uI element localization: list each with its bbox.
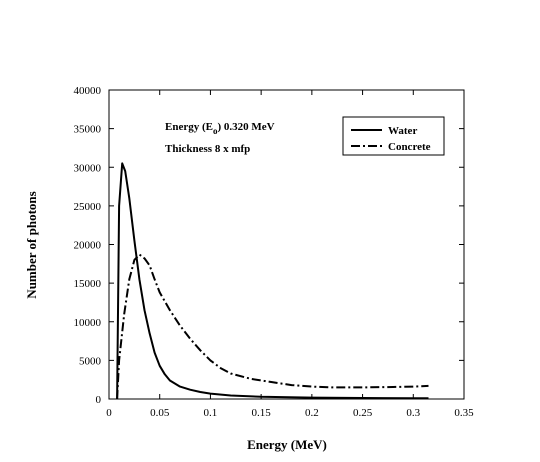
legend: Water Concrete [342,116,445,156]
y-tick-label: 20000 [74,240,102,252]
thickness-annotation: Thickness 8 x mfp [165,143,250,155]
y-axis-ticks: 0 5000 10000 15000 20000 25000 30000 35000 40000 [74,85,464,406]
x-tick-label: 0.2 [305,407,319,419]
legend-label-concrete: Concrete [388,141,431,153]
y-tick-label: 35000 [74,124,102,136]
energy-annotation-subscript: o [213,126,218,136]
x-axis-label: Energy (MeV) [247,437,327,452]
x-tick-label: 0.15 [252,407,272,419]
series-layer [116,162,429,400]
x-tick-label: 0.1 [204,407,218,419]
x-tick-label: 0.35 [454,407,474,419]
y-tick-label: 5000 [79,355,102,367]
series-line-concrete [116,253,429,400]
y-tick-label: 30000 [74,162,102,174]
y-tick-label: 0 [96,394,102,406]
y-tick-label: 15000 [74,278,102,290]
x-tick-label: 0.3 [406,407,420,419]
energy-annotation-prefix: Energy (E [165,121,213,133]
legend-label-water: Water [388,125,417,137]
y-tick-label: 40000 [74,85,102,97]
energy-annotation-suffix: ) 0.320 MeV [217,121,274,133]
x-axis-ticks: 0 0.05 0.1 0.15 0.2 0.25 0.3 0.35 [106,90,474,419]
x-tick-label: 0.25 [353,407,373,419]
x-tick-label: 0 [106,407,112,419]
y-axis-label: Number of photons [24,191,39,298]
energy-annotation: Energy (Eo) 0.320 MeV [165,121,275,136]
series-line-water [116,162,429,400]
legend-box [342,116,445,156]
x-tick-label: 0.05 [150,407,170,419]
y-tick-label: 25000 [74,201,102,213]
y-tick-label: 10000 [74,317,102,329]
